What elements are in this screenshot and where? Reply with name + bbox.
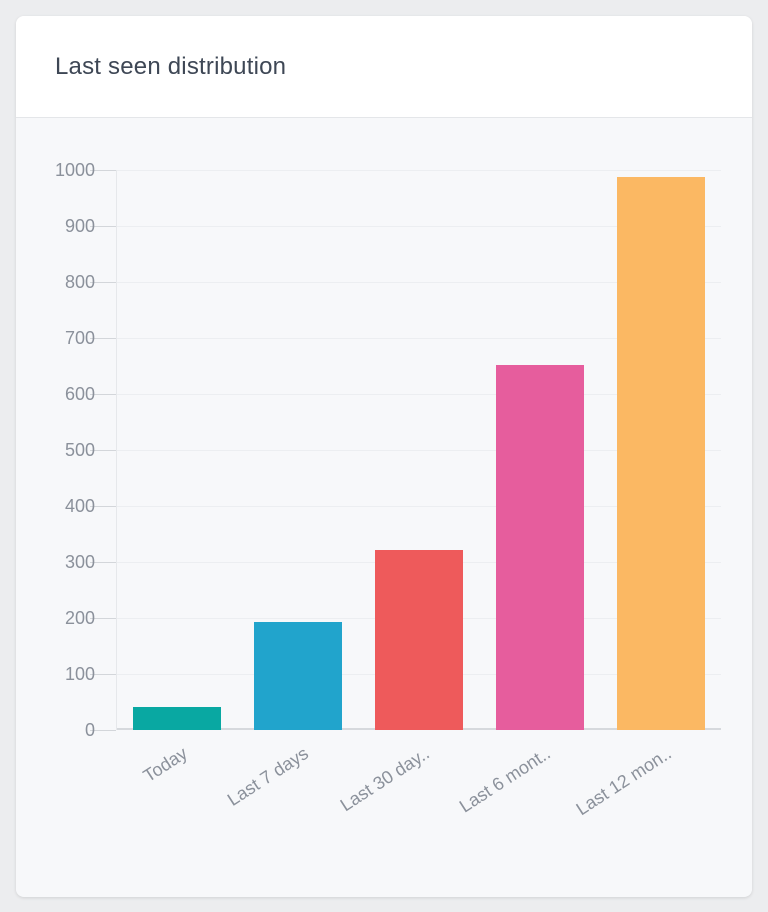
y-axis-label-200: 200 <box>64 608 95 628</box>
y-axis-label-700: 700 <box>64 328 95 348</box>
card-header: Last seen distribution <box>16 16 752 118</box>
bar-today[interactable] <box>133 707 222 730</box>
y-axis-tick <box>90 618 116 619</box>
y-axis-label-400: 400 <box>64 496 95 516</box>
gridline-600 <box>117 394 721 395</box>
y-axis-label-0: 0 <box>84 720 95 740</box>
bar-last-12-mon[interactable] <box>616 176 705 730</box>
y-axis-label-300: 300 <box>64 552 95 572</box>
last-seen-distribution-card: Last seen distribution 0 100 200 300 400 500 6… <box>16 16 752 897</box>
y-axis-tick <box>90 170 116 171</box>
y-axis-label-100: 100 <box>64 664 95 684</box>
gridline-400 <box>117 506 721 507</box>
y-axis-label-900: 900 <box>64 216 95 236</box>
gridline-1000 <box>117 170 721 171</box>
y-axis-label-500: 500 <box>64 440 95 460</box>
y-axis-label-600: 600 <box>64 384 95 404</box>
y-axis-tick <box>90 562 116 563</box>
y-axis-tick <box>90 282 116 283</box>
gridline-500 <box>117 450 721 451</box>
y-axis-tick <box>90 338 116 339</box>
bar-chart: 0 100 200 300 400 500 600 700 800 900 1000 Today Las… <box>16 118 752 896</box>
chart-title: Last seen distribution <box>55 52 287 80</box>
bar-last-30-day[interactable] <box>375 550 463 730</box>
y-axis-label-800: 800 <box>64 272 95 292</box>
bar-last-6-mont[interactable] <box>495 364 584 730</box>
y-axis-tick <box>90 506 116 507</box>
y-axis-tick <box>90 226 116 227</box>
gridline-900 <box>117 226 721 227</box>
y-axis-tick <box>90 394 116 395</box>
plot-area <box>116 170 721 730</box>
gridline-700 <box>117 338 721 339</box>
y-axis-label-1000: 1000 <box>54 160 95 180</box>
gridline-800 <box>117 282 721 283</box>
y-axis-tick <box>90 450 116 451</box>
y-axis-tick <box>90 674 116 675</box>
bar-last-7-days[interactable] <box>254 621 343 730</box>
y-axis-tick <box>90 730 116 731</box>
